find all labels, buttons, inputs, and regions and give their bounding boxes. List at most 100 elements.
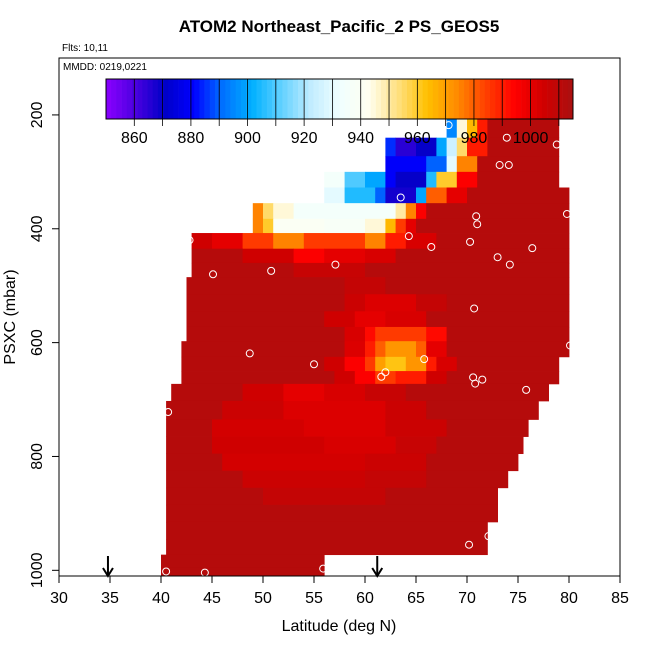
heatmap-cell-0-2: [467, 117, 478, 139]
heatmap-cell-15-7: [426, 356, 437, 372]
heatmap-cell-12-2: [354, 311, 386, 328]
heatmap-cell-15-1: [324, 356, 345, 372]
colorbar-ticks: 860 880 900 920 940 960 980 1000: [121, 79, 560, 147]
heatmap-cell-13-2: [365, 326, 376, 342]
heatmap-cell-15-5: [385, 356, 407, 372]
y-tick-label-3: 800: [29, 443, 46, 470]
colorbar-cell-17: [194, 79, 200, 119]
colorbar-cell-82: [531, 79, 537, 119]
heatmap-cell-10-1: [344, 277, 386, 295]
heatmap-cell-0-4: [487, 117, 560, 139]
colorbar-cell-6: [137, 79, 143, 119]
colorbar-cell-44: [334, 79, 340, 119]
colorbar-cell-78: [510, 79, 517, 119]
heatmap-cell-13-1: [344, 326, 366, 342]
heatmap-cell-22-0: [166, 470, 243, 489]
heatmap-cell-23-0: [166, 487, 264, 506]
heatmap-cell-12-1: [324, 311, 356, 328]
heatmap-cell-5-4: [344, 203, 396, 220]
colorbar-cell-12: [168, 79, 174, 119]
observation-points: [162, 121, 575, 577]
observation-point-5: [396, 193, 405, 202]
heatmap-cell-13-0: [186, 326, 345, 342]
observation-point-3: [495, 161, 504, 170]
heatmap-cell-1-4: [446, 137, 458, 157]
observation-point-24: [381, 368, 390, 377]
heatmap-cell-6-3: [324, 218, 366, 234]
heatmap-cell-13-3: [375, 326, 427, 342]
x-tick-label-7: 65: [407, 590, 425, 607]
heatmap-cell-8-4: [365, 248, 396, 264]
heatmap-cell-20-2: [324, 436, 396, 455]
colorbar-cell-20: [209, 79, 216, 119]
heatmap-cell-7-6: [365, 233, 386, 250]
heatmap-cell-19-1: [212, 419, 305, 437]
heatmap-cell-23-1: [263, 487, 386, 506]
heatmap-cell-3-2: [365, 171, 386, 188]
heatmap-cell-11-3: [416, 294, 447, 312]
heatmap-cell-3-7: [456, 171, 478, 188]
heatmap-cell-3-3: [385, 171, 396, 188]
colorbar-cell-22: [220, 79, 226, 119]
colorbar-cell-10: [157, 79, 164, 119]
observation-point-20: [566, 341, 575, 350]
colorbar-cell-24: [230, 79, 237, 119]
x-tick-label-9: 75: [509, 590, 527, 607]
colorbar-cell-11: [163, 79, 169, 119]
x-tick-label-6: 60: [356, 590, 374, 607]
heatmap-cell-6-5: [385, 218, 396, 234]
heatmap-cell-8-0: [191, 248, 243, 264]
colorbar-cell-18: [199, 79, 205, 119]
heatmap-cell-17-0: [171, 383, 243, 402]
heatmap-cell-20-3: [395, 436, 437, 455]
observation-point-34: [162, 567, 171, 576]
colorbar-cell-23: [225, 79, 231, 119]
heatmap-cell-4-4: [416, 187, 427, 204]
colorbar-cell-29: [256, 79, 262, 119]
heatmap-cell-7-8: [405, 233, 437, 250]
x-tick-label-1: 35: [101, 590, 119, 607]
colorbar-cell-86: [552, 79, 558, 119]
colorbar-tick-label-3: 920: [291, 130, 318, 147]
heatmap-cell-15-8: [436, 356, 458, 372]
colorbar-cell-8: [147, 79, 153, 119]
heatmap-cell-28-0: [161, 567, 325, 577]
observation-point-28: [471, 379, 480, 388]
heatmap-cell-8-2: [293, 248, 325, 264]
heatmap-cell-17-4: [365, 383, 407, 402]
heatmap-cell-5-6: [405, 203, 417, 220]
colorbar-cell-50: [365, 79, 371, 119]
colorbar-cell-19: [204, 79, 211, 119]
colorbar-cell-9: [152, 79, 159, 119]
colorbar-cell-14: [178, 79, 185, 119]
colorbar-cell-47: [349, 79, 356, 119]
plot-frame: [58, 57, 621, 577]
colorbar-cell-63: [432, 79, 439, 119]
heatmap-cell-4-3: [385, 187, 417, 204]
heatmap-cell-5-1: [263, 203, 274, 220]
heatmap-cell-5-5: [395, 203, 407, 220]
heatmap-cell-15-4: [375, 356, 386, 372]
heatmap-cell-6-8: [416, 218, 570, 234]
heatmap-cell-2-3: [456, 156, 478, 173]
colorbar-cell-85: [547, 79, 553, 119]
observation-point-30: [164, 408, 173, 417]
heatmap-cell-16-1: [334, 371, 356, 385]
heatmap-cell-5-0: [252, 203, 264, 220]
x-tick-label-8: 70: [458, 590, 476, 607]
heatmap-cell-7-1: [212, 233, 243, 250]
heatmap-cell-9-0: [191, 262, 294, 278]
colorbar-cell-57: [401, 79, 408, 119]
colorbar-cell-13: [173, 79, 179, 119]
heatmap-cell-15-6: [405, 356, 427, 372]
colorbar-cell-30: [261, 79, 268, 119]
colorbar-cell-26: [240, 79, 247, 119]
colorbar-cell-25: [235, 79, 242, 119]
observation-point-1: [502, 133, 511, 142]
colorbar-tick-label-7: 1000: [513, 130, 549, 147]
x-axis: 30 35 40 45 50 55 60 65 70 75 80 85: [50, 576, 629, 607]
heatmap-cell-5-3: [293, 203, 345, 220]
heatmap-cell-22-1: [242, 470, 366, 489]
heatmap-cell-21-2: [365, 453, 427, 472]
